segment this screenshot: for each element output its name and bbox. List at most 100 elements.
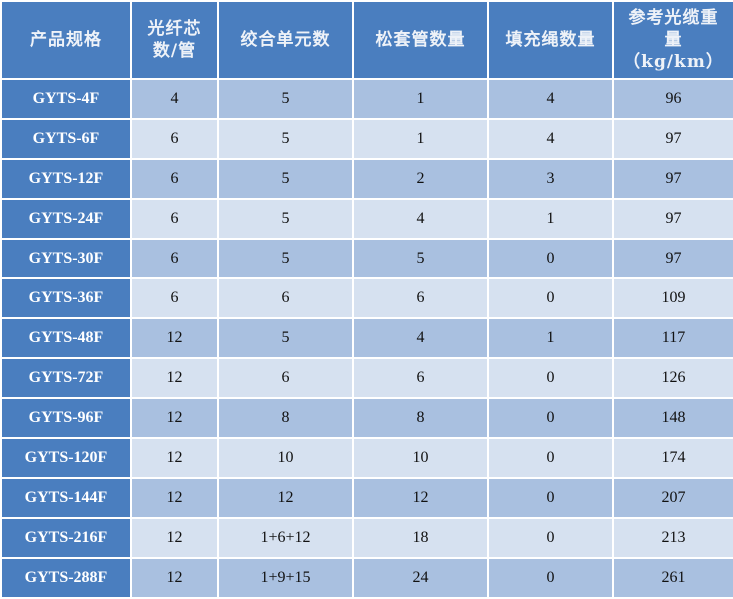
cell-spec: GYTS-48F bbox=[0, 317, 132, 360]
cell-filler-ropes: 0 bbox=[487, 397, 614, 440]
cell-stranding-units: 1+6+12 bbox=[217, 516, 354, 559]
cell-fibers-per-tube: 6 bbox=[130, 237, 219, 280]
header-text: 数/管 bbox=[152, 41, 197, 61]
cell-fibers-per-tube: 12 bbox=[130, 317, 219, 360]
cell-fibers-per-tube: 4 bbox=[130, 78, 219, 120]
cell-weight: 96 bbox=[612, 78, 733, 120]
header-weight: 参考光缆重量（kg/km） bbox=[612, 0, 733, 80]
cell-stranding-units: 6 bbox=[217, 277, 354, 320]
cell-weight: 261 bbox=[612, 556, 733, 599]
header-spec: 产品规格 bbox=[0, 0, 132, 80]
cell-loose-tubes: 4 bbox=[352, 197, 489, 240]
cell-spec: GYTS-120F bbox=[0, 437, 132, 479]
cell-spec: GYTS-96F bbox=[0, 397, 132, 440]
table-row: GYTS-6F 6 5 1 4 97 bbox=[0, 117, 733, 160]
header-fibers-per-tube: 光纤芯 数/管 bbox=[130, 0, 219, 80]
cell-fibers-per-tube: 12 bbox=[130, 556, 219, 599]
header-text: （kg/km） bbox=[623, 52, 724, 72]
header-text: 松套管数量 bbox=[375, 30, 466, 50]
cell-stranding-units: 5 bbox=[217, 237, 354, 280]
table-row: GYTS-144F 12 12 12 0 207 bbox=[0, 476, 733, 519]
cell-weight: 97 bbox=[612, 237, 733, 280]
table-row: GYTS-4F 4 5 1 4 96 bbox=[0, 78, 733, 120]
table-row: GYTS-120F 12 10 10 0 174 bbox=[0, 437, 733, 479]
cell-filler-ropes: 3 bbox=[487, 157, 614, 200]
cell-filler-ropes: 0 bbox=[487, 556, 614, 599]
cell-filler-ropes: 0 bbox=[487, 516, 614, 559]
cell-stranding-units: 5 bbox=[217, 78, 354, 120]
header-text: 量 bbox=[664, 30, 683, 50]
cell-spec: GYTS-36F bbox=[0, 277, 132, 320]
cell-loose-tubes: 6 bbox=[352, 357, 489, 400]
table-row: GYTS-12F 6 5 2 3 97 bbox=[0, 157, 733, 200]
cell-fibers-per-tube: 12 bbox=[130, 516, 219, 559]
table-row: GYTS-288F 12 1+9+15 24 0 261 bbox=[0, 556, 733, 599]
cell-stranding-units: 12 bbox=[217, 476, 354, 519]
table-row: GYTS-36F 6 6 6 0 109 bbox=[0, 277, 733, 320]
cell-loose-tubes: 4 bbox=[352, 317, 489, 360]
cell-weight: 174 bbox=[612, 437, 733, 479]
header-loose-tubes: 松套管数量 bbox=[352, 0, 489, 80]
table-row: GYTS-96F 12 8 8 0 148 bbox=[0, 397, 733, 440]
header-filler-ropes: 填充绳数量 bbox=[487, 0, 614, 80]
cell-fibers-per-tube: 6 bbox=[130, 157, 219, 200]
cell-filler-ropes: 0 bbox=[487, 476, 614, 519]
table-row: GYTS-30F 6 5 5 0 97 bbox=[0, 237, 733, 280]
cell-filler-ropes: 4 bbox=[487, 117, 614, 160]
cell-loose-tubes: 2 bbox=[352, 157, 489, 200]
cell-loose-tubes: 1 bbox=[352, 78, 489, 120]
cell-weight: 148 bbox=[612, 397, 733, 440]
cell-filler-ropes: 0 bbox=[487, 277, 614, 320]
cell-stranding-units: 5 bbox=[217, 117, 354, 160]
table-row: GYTS-72F 12 6 6 0 126 bbox=[0, 357, 733, 400]
cell-spec: GYTS-4F bbox=[0, 78, 132, 120]
cell-weight: 117 bbox=[612, 317, 733, 360]
cell-loose-tubes: 8 bbox=[352, 397, 489, 440]
cell-loose-tubes: 12 bbox=[352, 476, 489, 519]
cell-stranding-units: 1+9+15 bbox=[217, 556, 354, 599]
cell-weight: 97 bbox=[612, 117, 733, 160]
cell-weight: 97 bbox=[612, 197, 733, 240]
cell-stranding-units: 10 bbox=[217, 437, 354, 479]
cell-stranding-units: 5 bbox=[217, 317, 354, 360]
cell-weight: 207 bbox=[612, 476, 733, 519]
cell-filler-ropes: 1 bbox=[487, 197, 614, 240]
cell-weight: 109 bbox=[612, 277, 733, 320]
table-row: GYTS-24F 6 5 4 1 97 bbox=[0, 197, 733, 240]
cell-stranding-units: 5 bbox=[217, 197, 354, 240]
cell-loose-tubes: 24 bbox=[352, 556, 489, 599]
cell-filler-ropes: 0 bbox=[487, 357, 614, 400]
cell-spec: GYTS-24F bbox=[0, 197, 132, 240]
cell-fibers-per-tube: 6 bbox=[130, 277, 219, 320]
cell-spec: GYTS-216F bbox=[0, 516, 132, 559]
cell-fibers-per-tube: 6 bbox=[130, 117, 219, 160]
header-stranding-units: 绞合单元数 bbox=[217, 0, 354, 80]
table-row: GYTS-48F 12 5 4 1 117 bbox=[0, 317, 733, 360]
cell-fibers-per-tube: 12 bbox=[130, 437, 219, 479]
cell-fibers-per-tube: 12 bbox=[130, 357, 219, 400]
cell-spec: GYTS-288F bbox=[0, 556, 132, 599]
cell-fibers-per-tube: 6 bbox=[130, 197, 219, 240]
header-text: 产品规格 bbox=[30, 30, 102, 50]
cell-weight: 213 bbox=[612, 516, 733, 559]
header-text: 填充绳数量 bbox=[505, 30, 596, 50]
cell-stranding-units: 6 bbox=[217, 357, 354, 400]
cell-filler-ropes: 4 bbox=[487, 78, 614, 120]
cell-stranding-units: 5 bbox=[217, 157, 354, 200]
cell-fibers-per-tube: 12 bbox=[130, 476, 219, 519]
cell-spec: GYTS-72F bbox=[0, 357, 132, 400]
cell-stranding-units: 8 bbox=[217, 397, 354, 440]
header-text: 参考光缆重 bbox=[628, 8, 719, 28]
cell-spec: GYTS-6F bbox=[0, 117, 132, 160]
table-row: GYTS-216F 12 1+6+12 18 0 213 bbox=[0, 516, 733, 559]
cell-weight: 126 bbox=[612, 357, 733, 400]
header-text: 光纤芯 bbox=[147, 19, 202, 39]
header-row: 产品规格 光纤芯 数/管 绞合单元数 松套管数量 填充绳数量 参考光缆重量（kg/km） bbox=[0, 0, 733, 80]
cell-filler-ropes: 0 bbox=[487, 437, 614, 479]
header-text: 绞合单元数 bbox=[240, 30, 331, 50]
cell-fibers-per-tube: 12 bbox=[130, 397, 219, 440]
cell-spec: GYTS-144F bbox=[0, 476, 132, 519]
cell-loose-tubes: 5 bbox=[352, 237, 489, 280]
cell-weight: 97 bbox=[612, 157, 733, 200]
